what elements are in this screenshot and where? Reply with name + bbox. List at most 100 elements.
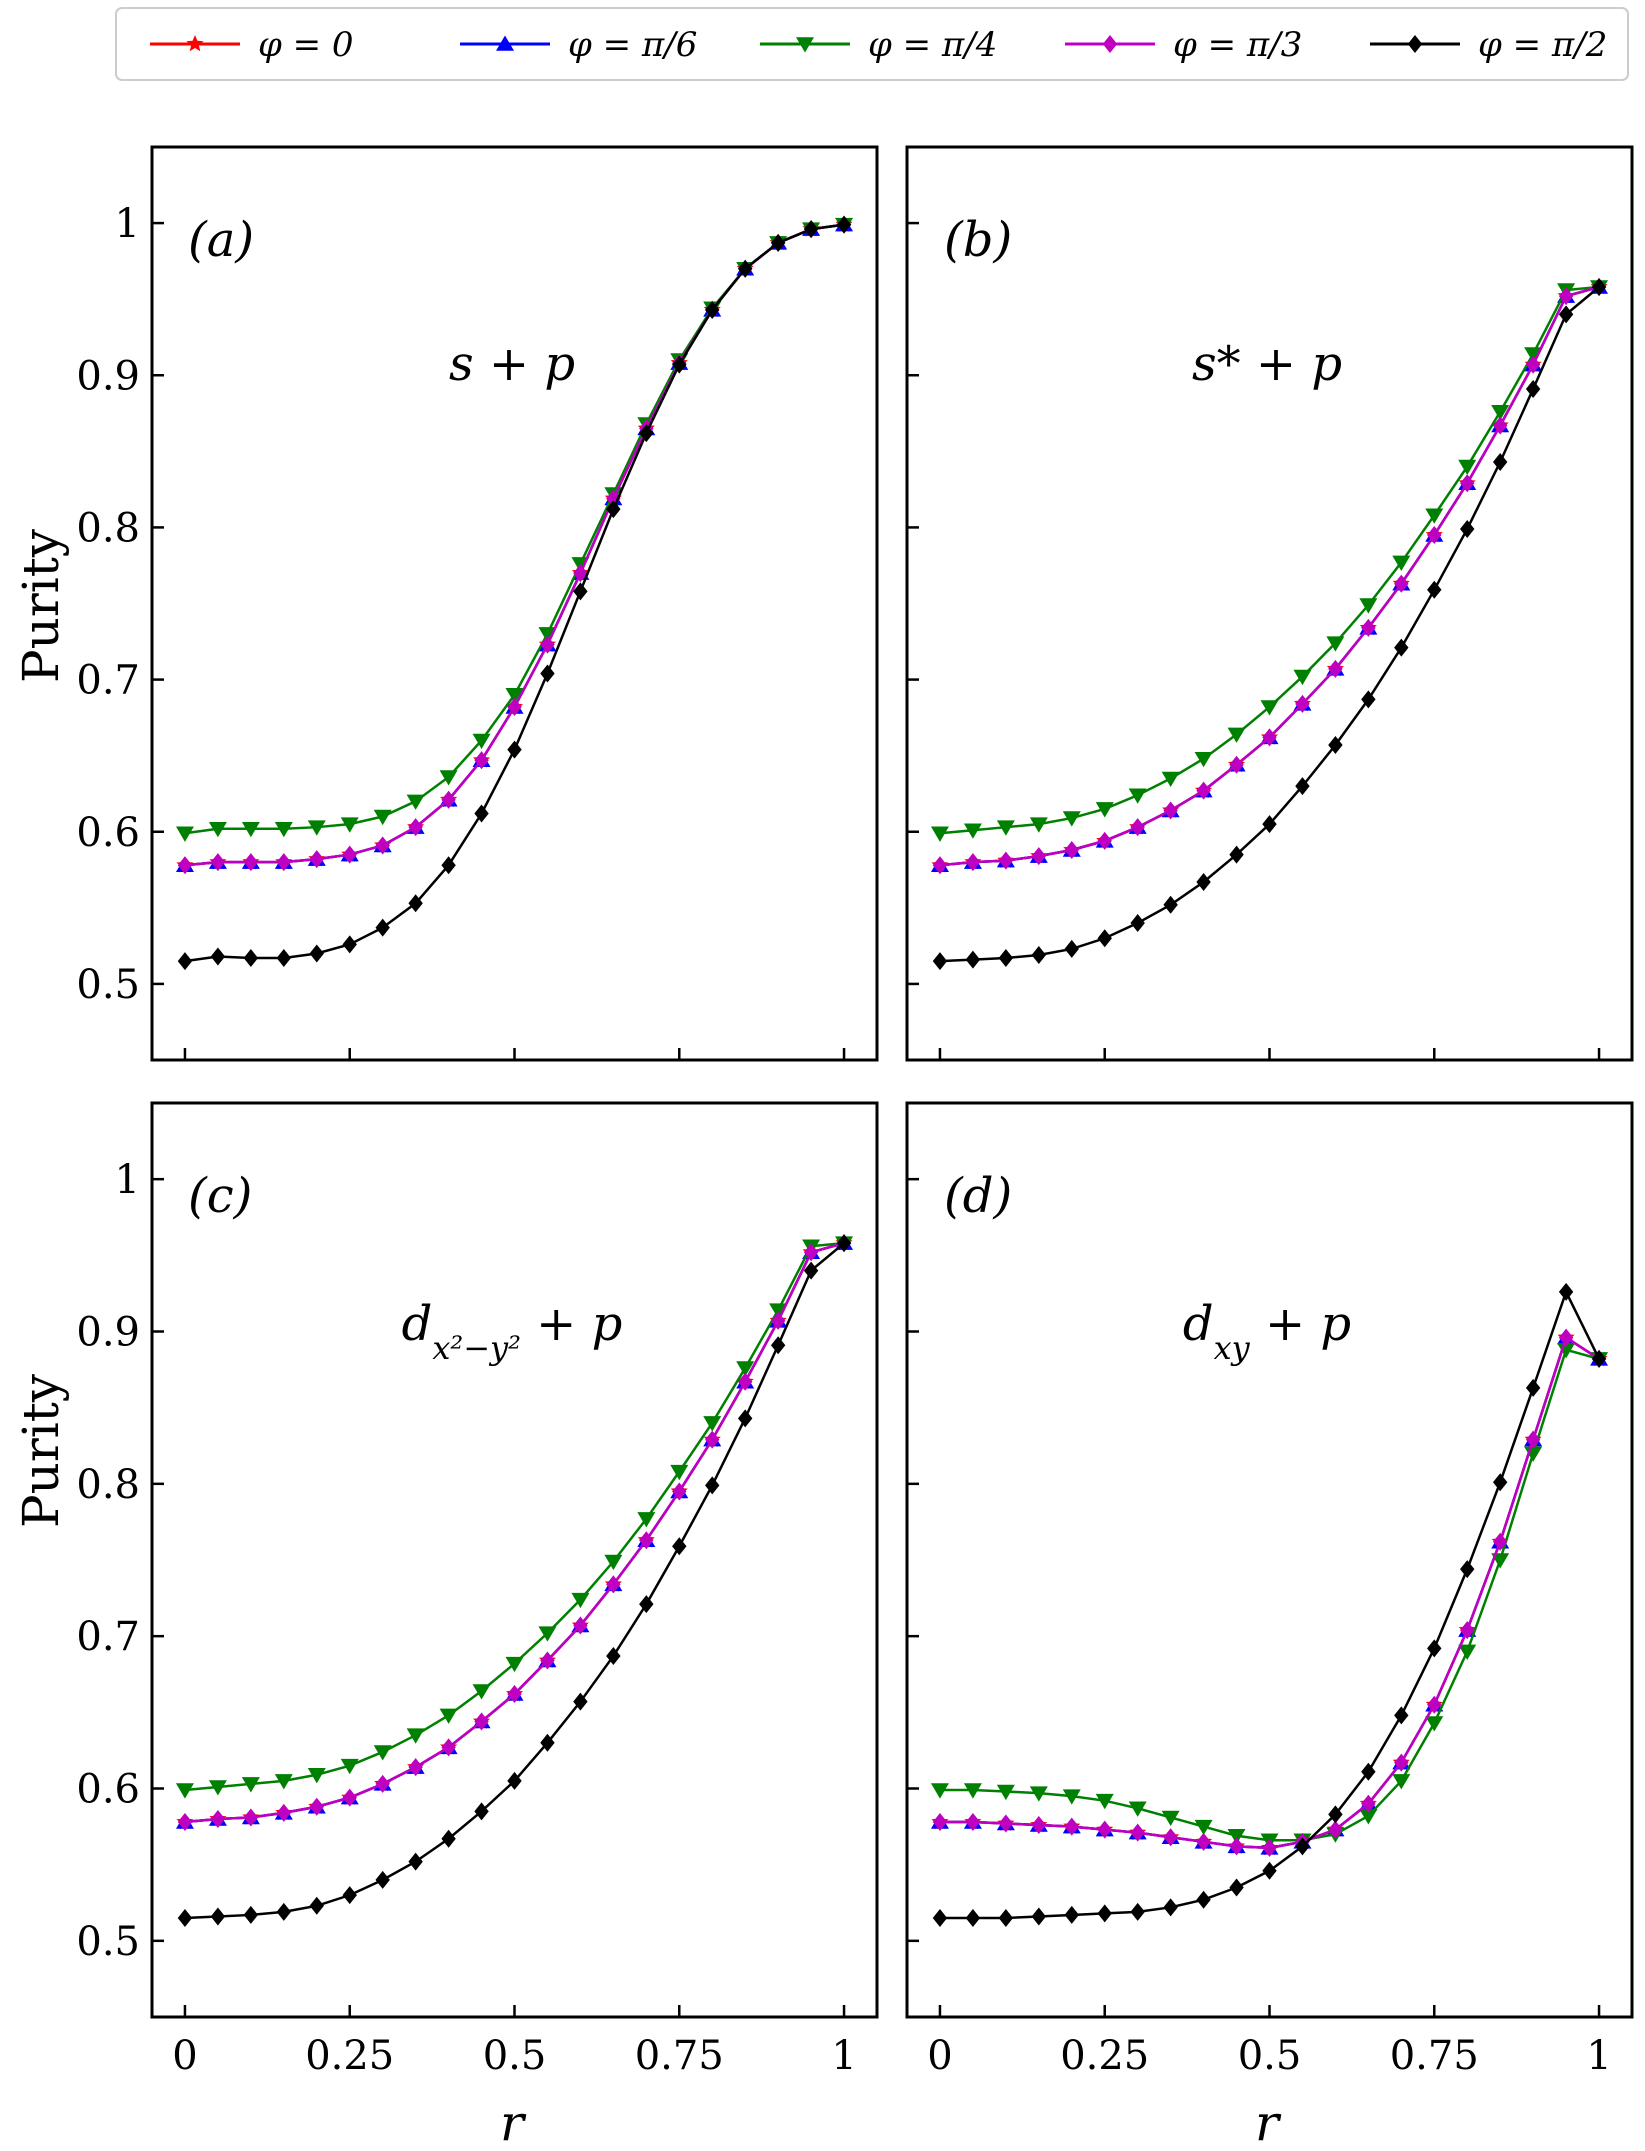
x-tick-label: 1: [1586, 2033, 1611, 2079]
series-label: dx²−y² + p: [402, 1296, 623, 1367]
series-triangle-down-008000: [930, 1343, 1609, 1849]
data-point: [998, 949, 1014, 968]
data-point: [241, 821, 260, 838]
data-point: [770, 1336, 786, 1355]
data-point: [1262, 1861, 1277, 1880]
data-point: [1525, 1378, 1541, 1397]
data-point: [965, 1813, 981, 1832]
data-point: [1229, 1878, 1244, 1897]
data-point: [307, 1768, 326, 1784]
data-point: [307, 820, 326, 836]
data-point: [441, 790, 456, 809]
series-line: [184, 223, 845, 867]
series-triangle-up-0000ff: [930, 1329, 1609, 1855]
data-point: [309, 944, 324, 963]
legend: φ = 0 φ = π/6 φ = π/4 φ = π/3 φ = π/2: [115, 7, 1629, 81]
data-point: [538, 627, 557, 643]
data-point: [540, 1651, 555, 1670]
data-point: [1295, 1837, 1310, 1856]
data-point: [309, 850, 324, 869]
xlabel-right: r: [1255, 2094, 1282, 2151]
data-point: [1064, 939, 1079, 958]
data-point: [276, 1902, 292, 1921]
data-point: [441, 1829, 456, 1848]
data-point: [1130, 1902, 1145, 1921]
data-point: [408, 1852, 423, 1871]
y-tick-label: 1: [115, 1157, 140, 1203]
data-point: [1525, 355, 1541, 374]
data-point: [340, 817, 359, 833]
data-point: [540, 635, 555, 654]
data-point: [1130, 914, 1145, 933]
y-tick-label: 0.8: [76, 1462, 140, 1508]
data-point: [1558, 305, 1574, 324]
series-star-ff0000: [176, 215, 853, 873]
data-point: [177, 1908, 193, 1927]
data-point: [1458, 1644, 1477, 1660]
data-point: [1558, 1328, 1574, 1347]
data-point: [441, 856, 456, 875]
data-point: [1031, 1816, 1047, 1835]
legend-item: φ = 0: [150, 25, 354, 65]
data-point: [571, 1592, 590, 1609]
data-point: [1095, 1793, 1114, 1810]
data-point: [1492, 1473, 1508, 1492]
panel-b: (b) s* + p: [905, 145, 1634, 1062]
data-point: [342, 1788, 357, 1807]
data-point: [639, 1595, 654, 1614]
data-point: [803, 1243, 819, 1262]
legend-item: φ = π/6: [460, 25, 697, 65]
series-label-main: d: [1183, 1296, 1214, 1352]
data-point: [540, 1733, 555, 1752]
data-point: [1361, 1794, 1376, 1813]
data-point: [1591, 277, 1607, 296]
data-point: [1460, 519, 1475, 538]
series-diamond-c000c0: [932, 1328, 1607, 1857]
series-line: [939, 1335, 1600, 1850]
data-point: [177, 1813, 193, 1832]
data-point: [1161, 1810, 1180, 1826]
data-point: [770, 233, 786, 252]
legend-marker: [186, 35, 204, 52]
series-line: [939, 1335, 1600, 1850]
x-tick-label: 0.25: [305, 2033, 394, 2079]
data-point: [963, 823, 982, 839]
data-point: [672, 1482, 687, 1501]
data-point: [932, 1813, 948, 1832]
data-point: [1326, 636, 1345, 652]
legend-marker: [1102, 35, 1118, 53]
data-point: [1130, 1823, 1145, 1842]
data-point: [1163, 1828, 1178, 1847]
data-point: [274, 1774, 293, 1790]
data-point: [998, 1908, 1014, 1927]
data-point: [1492, 452, 1508, 471]
data-point: [836, 1234, 852, 1253]
data-point: [1097, 1820, 1112, 1839]
y-tick-label: 0.7: [76, 658, 140, 704]
data-point: [274, 821, 293, 838]
data-point: [803, 220, 819, 239]
data-point: [737, 1409, 753, 1428]
data-point: [736, 1361, 755, 1377]
panel-frame: [150, 1101, 879, 2019]
data-point: [175, 826, 194, 842]
data-point: [705, 1476, 720, 1495]
data-point: [1491, 405, 1510, 421]
data-point: [507, 697, 522, 716]
data-point: [703, 1416, 722, 1432]
data-point: [1227, 727, 1246, 743]
data-point: [375, 836, 390, 855]
series-line: [184, 1241, 845, 1792]
panel-a: 0.5 0.6 0.7 0.8 0.9 1 (a) s + p: [76, 145, 879, 1062]
y-tick-label: 0.7: [76, 1614, 140, 1660]
data-point: [309, 1797, 324, 1816]
data-point: [604, 1554, 623, 1571]
data-point: [1097, 1904, 1112, 1923]
legend-marker: [496, 35, 514, 51]
data-point: [1064, 1817, 1079, 1836]
data-point: [505, 688, 524, 704]
data-point: [540, 664, 555, 683]
data-point: [1492, 1532, 1508, 1551]
data-point: [1031, 847, 1047, 866]
data-point: [472, 1684, 491, 1700]
